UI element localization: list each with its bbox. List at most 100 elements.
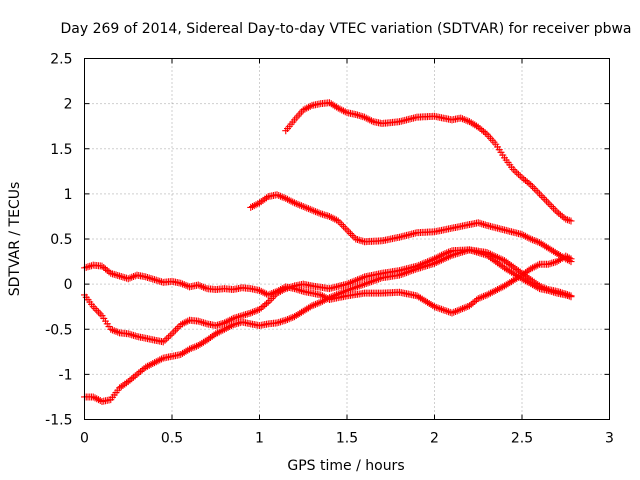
data-point [466, 302, 473, 310]
data-point [357, 281, 365, 289]
data-point [462, 116, 470, 124]
data-point [460, 304, 468, 312]
data-point [345, 279, 353, 287]
data-point [481, 129, 489, 137]
data-point [198, 282, 206, 290]
data-point [343, 286, 351, 294]
x-tick-label: 3 [605, 431, 614, 447]
data-point [369, 277, 377, 285]
data-point [525, 234, 533, 242]
data-point [329, 292, 337, 300]
axis-ticks: 0 0.5 1 1.5 2 2.5 3 -1.5 -1 -0.5 0 0.5 1 1.5 2 2.5 [45, 52, 614, 447]
data-point [403, 269, 410, 277]
data-point [247, 309, 255, 317]
data-point [261, 301, 269, 309]
data-point [187, 344, 195, 352]
data-point [471, 297, 479, 305]
x-tick-label: 1.5 [336, 431, 358, 447]
chart-title: Day 269 of 2014, Sidereal Day-to-day VTE… [60, 21, 631, 37]
data-point [100, 264, 108, 272]
data-point [124, 275, 132, 283]
data-point [457, 114, 465, 122]
data-point [196, 282, 204, 290]
series-arc-c [81, 246, 575, 405]
data-point [159, 338, 167, 346]
data-point [259, 303, 267, 311]
data-point [303, 204, 311, 212]
data-point [445, 253, 452, 261]
data-point [135, 369, 143, 377]
data-point [228, 315, 235, 323]
data-point [284, 316, 291, 324]
data-point [441, 306, 449, 314]
data-point [410, 266, 417, 274]
data-point [478, 126, 486, 134]
data-point [165, 333, 172, 341]
data-point [432, 303, 440, 311]
data-point [250, 308, 258, 316]
data-point [102, 265, 109, 273]
data-point [555, 209, 563, 217]
data-point [434, 258, 442, 266]
data-point [280, 286, 288, 294]
data-point [567, 258, 575, 266]
data-point [282, 316, 290, 324]
data-point [306, 205, 314, 213]
data-point [137, 367, 144, 375]
data-point [474, 123, 482, 131]
y-tick-label: 2.5 [50, 52, 72, 68]
data-point [341, 287, 349, 295]
data-point [338, 289, 346, 297]
data-point [357, 274, 365, 282]
data-point [396, 271, 403, 279]
data-point [522, 177, 529, 185]
data-point [348, 285, 356, 293]
data-point [397, 270, 405, 278]
data-series [81, 99, 575, 405]
data-point [347, 285, 354, 293]
data-point [371, 276, 379, 284]
data-point [529, 236, 536, 244]
y-tick-label: -0.5 [45, 322, 72, 338]
data-point [474, 295, 482, 303]
data-point [513, 169, 521, 177]
data-point [126, 376, 134, 384]
data-point [177, 279, 185, 287]
data-point [467, 300, 475, 308]
data-point [315, 209, 323, 217]
data-point [327, 293, 335, 301]
data-point [109, 326, 116, 334]
data-point [275, 191, 283, 199]
data-point [131, 372, 139, 380]
y-tick-label: 1 [64, 187, 73, 203]
data-point [434, 304, 442, 312]
data-point [179, 280, 186, 288]
data-point [326, 294, 333, 302]
data-point [128, 375, 136, 383]
y-axis-label: SDTVAR / TECUs [7, 182, 23, 297]
data-point [201, 284, 209, 292]
data-point [366, 278, 374, 286]
data-point [336, 289, 344, 297]
y-tick-label: -1.5 [45, 413, 72, 429]
data-point [291, 199, 298, 207]
data-point [439, 306, 447, 314]
data-point [305, 205, 312, 213]
series-arc-e [282, 99, 575, 225]
data-point [459, 115, 466, 123]
data-point [249, 308, 256, 316]
data-point [355, 282, 363, 290]
data-point [520, 175, 528, 183]
data-point [287, 314, 295, 322]
data-point [509, 166, 517, 174]
data-point [252, 307, 260, 315]
data-point [404, 268, 412, 276]
data-point [525, 179, 533, 187]
data-point [263, 300, 270, 308]
data-point [312, 208, 319, 216]
data-point [438, 305, 445, 313]
data-point [256, 305, 263, 313]
data-point [299, 203, 307, 211]
data-point [273, 191, 281, 199]
